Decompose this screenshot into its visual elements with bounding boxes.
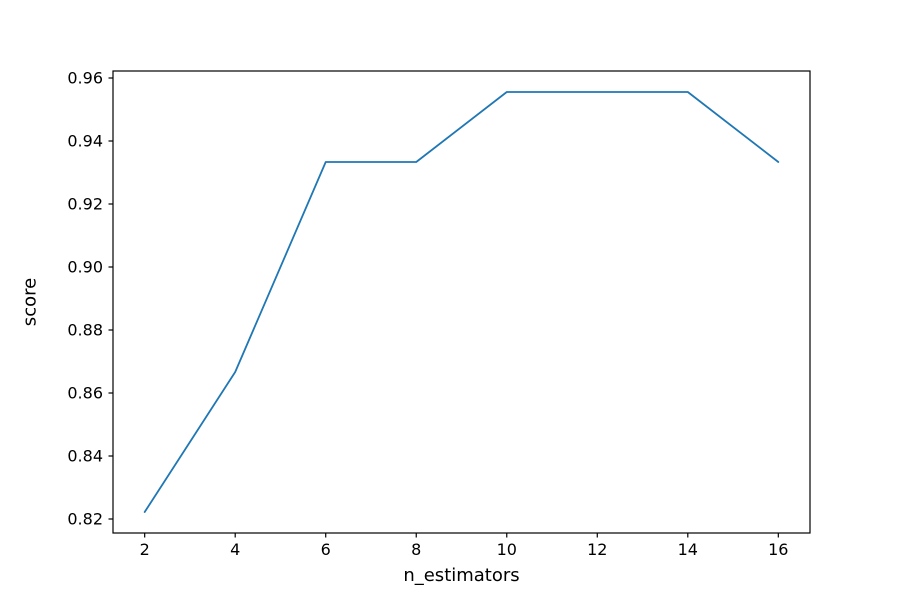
x-tick-label: 6 [321,540,331,559]
x-tick-label: 10 [497,540,517,559]
plot-frame [112,70,811,534]
y-tick-label: 0.90 [67,258,103,277]
y-tick-label: 0.94 [67,131,103,150]
y-tick-label: 0.92 [67,194,103,213]
x-tick-label: 8 [411,540,421,559]
x-tick-label: 4 [230,540,240,559]
y-tick-label: 0.86 [67,384,103,403]
x-axis-label: n_estimators [403,565,520,586]
y-tick-label: 0.88 [67,321,103,340]
x-tick-label: 14 [678,540,698,559]
x-tick-label: 12 [587,540,607,559]
x-tick-label: 16 [768,540,788,559]
y-axis-label: score [19,277,41,327]
x-tick-label: 2 [140,540,150,559]
y-tick-label: 0.96 [67,68,103,87]
data-line-score [143,91,780,513]
y-tick-label: 0.82 [67,510,103,529]
y-tick-label: 0.84 [67,447,103,466]
